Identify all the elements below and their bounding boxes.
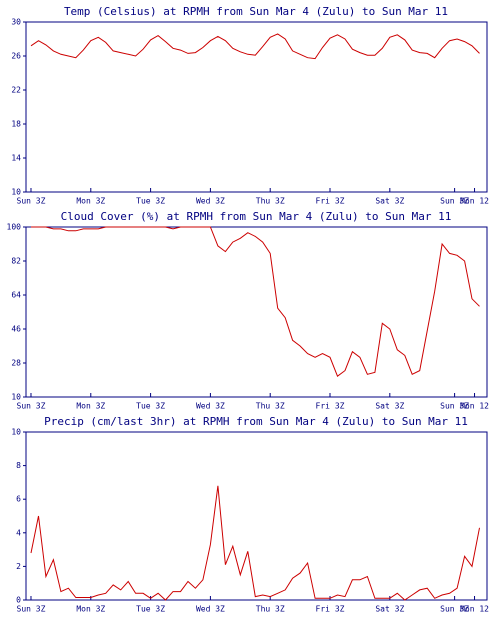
- x-tick-label: Tue 3Z: [136, 197, 165, 206]
- x-tick-label: Sun 3Z: [17, 197, 46, 206]
- x-tick-label: Wed 3Z: [196, 605, 225, 614]
- chart-title: Precip (cm/last 3hr) at RPMH from Sun Ma…: [44, 415, 468, 428]
- y-tick-label: 10: [11, 428, 21, 437]
- x-tick-label: Sat 3Z: [375, 197, 404, 206]
- plot-frame: [25, 21, 488, 193]
- x-tick-label: Sat 3Z: [375, 402, 404, 411]
- y-tick-label: 22: [11, 86, 21, 95]
- data-line: [30, 33, 480, 60]
- x-tick-label: Thu 3Z: [256, 402, 285, 411]
- x-tick-label: Sun 3Z: [17, 605, 46, 614]
- y-tick-label: 14: [11, 154, 21, 163]
- x-tick-label: Tue 3Z: [136, 402, 165, 411]
- y-tick-label: 46: [11, 325, 21, 334]
- chart-title: Cloud Cover (%) at RPMH from Sun Mar 4 (…: [61, 210, 452, 223]
- x-tick-label: Fri 3Z: [316, 197, 345, 206]
- x-tick-label: Fri 3Z: [316, 402, 345, 411]
- x-tick-label: Wed 3Z: [196, 402, 225, 411]
- x-tick-label: Sun 3Z: [440, 605, 469, 614]
- x-tick-label: Mon 12: [460, 402, 489, 411]
- x-tick-label: Mon 12: [460, 605, 489, 614]
- y-tick-label: 28: [11, 359, 21, 368]
- x-tick-label: Sun 3Z: [17, 402, 46, 411]
- plot-frame: [25, 226, 488, 398]
- y-tick-label: 2: [16, 562, 21, 571]
- y-tick-label: 10: [11, 188, 21, 197]
- y-tick-label: 100: [7, 223, 22, 232]
- x-tick-label: Sun 3Z: [440, 402, 469, 411]
- y-tick-label: 4: [16, 528, 21, 537]
- y-tick-label: 0: [16, 596, 21, 605]
- y-tick-label: 26: [11, 52, 21, 61]
- y-tick-label: 10: [11, 393, 21, 402]
- x-tick-label: Wed 3Z: [196, 197, 225, 206]
- y-tick-label: 6: [16, 495, 21, 504]
- plot-frame: [25, 431, 488, 601]
- x-tick-label: Tue 3Z: [136, 605, 165, 614]
- x-tick-label: Mon 3Z: [76, 605, 105, 614]
- y-tick-label: 30: [11, 18, 21, 27]
- x-tick-label: Mon 3Z: [76, 197, 105, 206]
- chart-title: Temp (Celsius) at RPMH from Sun Mar 4 (Z…: [64, 5, 448, 18]
- data-line: [31, 226, 480, 377]
- y-tick-label: 64: [11, 291, 21, 300]
- data-line: [30, 485, 480, 601]
- x-tick-label: Mon 12: [460, 197, 489, 206]
- y-tick-label: 82: [11, 257, 21, 266]
- y-tick-label: 8: [16, 461, 21, 470]
- x-tick-label: Sat 3Z: [375, 605, 404, 614]
- y-tick-label: 18: [11, 120, 21, 129]
- x-tick-label: Thu 3Z: [256, 605, 285, 614]
- x-tick-label: Sun 3Z: [440, 197, 469, 206]
- x-tick-label: Mon 3Z: [76, 402, 105, 411]
- x-tick-label: Thu 3Z: [256, 197, 285, 206]
- x-tick-label: Fri 3Z: [316, 605, 345, 614]
